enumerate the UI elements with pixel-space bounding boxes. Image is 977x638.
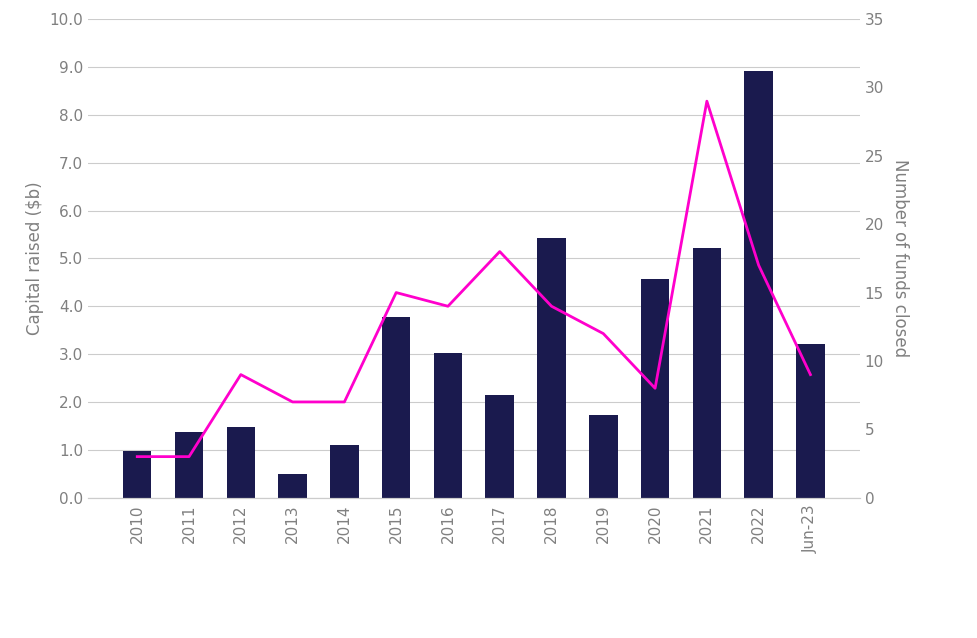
Bar — [744, 71, 773, 498]
No. of funds closed — [338, 398, 350, 406]
Bar — [486, 395, 514, 498]
Bar — [434, 353, 462, 498]
No. of funds closed — [234, 371, 246, 378]
Bar — [123, 451, 151, 498]
No. of funds closed — [753, 262, 765, 269]
Bar — [330, 445, 359, 498]
Bar — [175, 432, 203, 498]
Bar — [589, 415, 617, 498]
Bar — [382, 317, 410, 498]
Line: No. of funds closed: No. of funds closed — [137, 101, 811, 457]
No. of funds closed — [805, 371, 817, 378]
No. of funds closed — [183, 453, 194, 461]
No. of funds closed — [494, 248, 506, 255]
Bar — [227, 427, 255, 498]
No. of funds closed — [650, 385, 661, 392]
Bar — [693, 248, 721, 498]
Bar — [796, 343, 825, 498]
Y-axis label: Capital raised ($b): Capital raised ($b) — [25, 182, 44, 335]
Y-axis label: Number of funds closed: Number of funds closed — [891, 160, 909, 357]
Bar — [641, 279, 669, 498]
No. of funds closed — [546, 302, 558, 310]
No. of funds closed — [286, 398, 298, 406]
Bar — [537, 239, 566, 498]
No. of funds closed — [390, 289, 402, 297]
No. of funds closed — [598, 330, 610, 338]
Bar — [278, 473, 307, 498]
No. of funds closed — [701, 98, 713, 105]
No. of funds closed — [131, 453, 143, 461]
No. of funds closed — [442, 302, 453, 310]
